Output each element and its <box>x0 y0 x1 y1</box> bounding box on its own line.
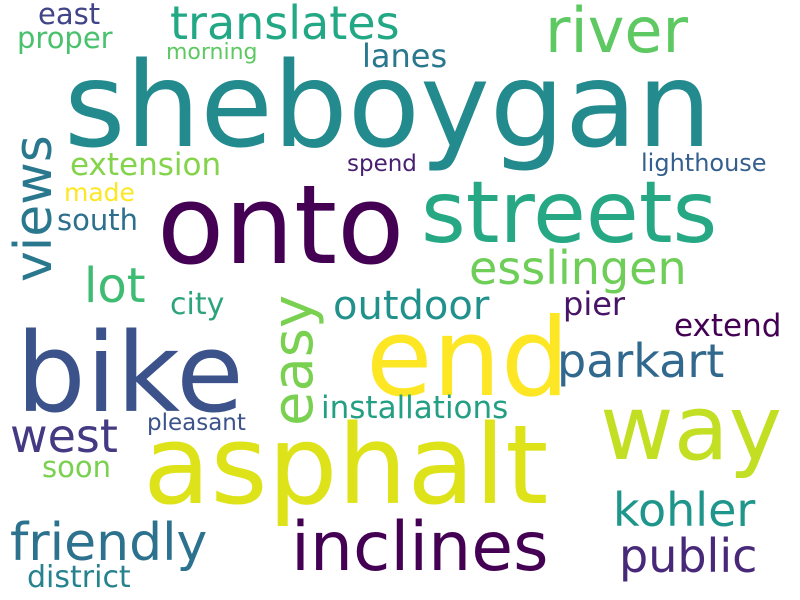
word-sheboygan: sheboygan <box>64 36 712 174</box>
word-extension: extension <box>70 147 222 183</box>
word-views: views <box>4 135 64 282</box>
word-extend: extend <box>674 308 782 344</box>
word-soon: soon <box>42 450 111 484</box>
word-spend: spend <box>347 151 417 177</box>
word-streets: streets <box>421 163 718 263</box>
word-pleasant: pleasant <box>147 410 246 436</box>
word-asphalt: asphalt <box>143 401 549 529</box>
word-inclines: inclines <box>291 508 549 587</box>
word-parkart: parkart <box>557 334 725 388</box>
word-morning: morning <box>166 40 258 65</box>
word-lighthouse: lighthouse <box>641 149 767 177</box>
word-west: west <box>10 409 118 463</box>
word-lot: lot <box>84 258 146 314</box>
word-river: river <box>545 0 689 67</box>
word-public: public <box>619 529 758 583</box>
word-end: end <box>366 296 570 421</box>
word-bike: bike <box>16 309 244 437</box>
word-outdoor: outdoor <box>333 283 490 329</box>
word-district: district <box>27 560 131 595</box>
word-east: east <box>38 0 101 31</box>
word-south: south <box>57 203 138 237</box>
word-lanes: lanes <box>362 37 448 75</box>
word-kohler: kohler <box>613 483 756 537</box>
word-onto: onto <box>157 161 405 289</box>
word-easy: easy <box>261 294 326 426</box>
word-pier: pier <box>563 285 626 323</box>
word-city: city <box>170 287 225 322</box>
word-made: made <box>64 178 135 207</box>
word-installations: installations <box>321 390 509 426</box>
word-proper: proper <box>17 21 113 55</box>
word-friendly: friendly <box>10 513 208 573</box>
word-way: way <box>600 376 783 481</box>
word-esslingen: esslingen <box>469 241 687 295</box>
word-translates: translates <box>170 0 400 50</box>
